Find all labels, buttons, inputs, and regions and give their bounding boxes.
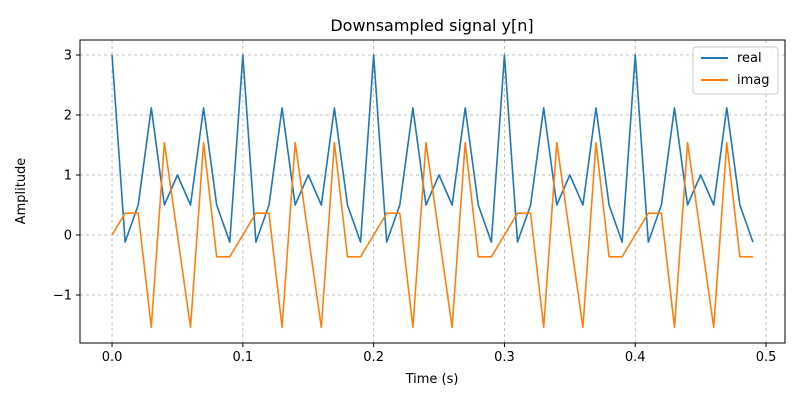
plot-frame	[79, 39, 786, 344]
y-tick-label: 1	[64, 169, 72, 184]
legend-label-real: real	[737, 51, 762, 66]
x-tick-label: 0.4	[625, 350, 646, 365]
series-line-imag	[111, 141, 753, 329]
x-tick-label: 0.0	[102, 350, 123, 365]
y-tick-label: 0	[64, 229, 72, 244]
y-tick-label: 3	[64, 49, 72, 64]
grid-lines	[80, 40, 785, 343]
x-tick-label: 0.5	[756, 350, 777, 365]
y-tick-label: −1	[53, 289, 72, 304]
y-axis-label: Amplitude	[14, 158, 29, 225]
legend: real imag	[692, 46, 779, 95]
x-axis-label: Time (s)	[405, 372, 459, 387]
x-tick-label: 0.3	[494, 350, 515, 365]
y-tick-label: 2	[64, 109, 72, 124]
y-axis: −1 0 1 2 3	[53, 49, 80, 304]
chart-title: Downsampled signal y[n]	[330, 16, 533, 35]
x-tick-label: 0.1	[232, 350, 253, 365]
x-tick-label: 0.2	[363, 350, 384, 365]
series-layer	[111, 54, 754, 329]
legend-label-imag: imag	[737, 73, 770, 88]
x-axis: 0.0 0.1 0.2 0.3 0.4 0.5	[102, 343, 777, 365]
